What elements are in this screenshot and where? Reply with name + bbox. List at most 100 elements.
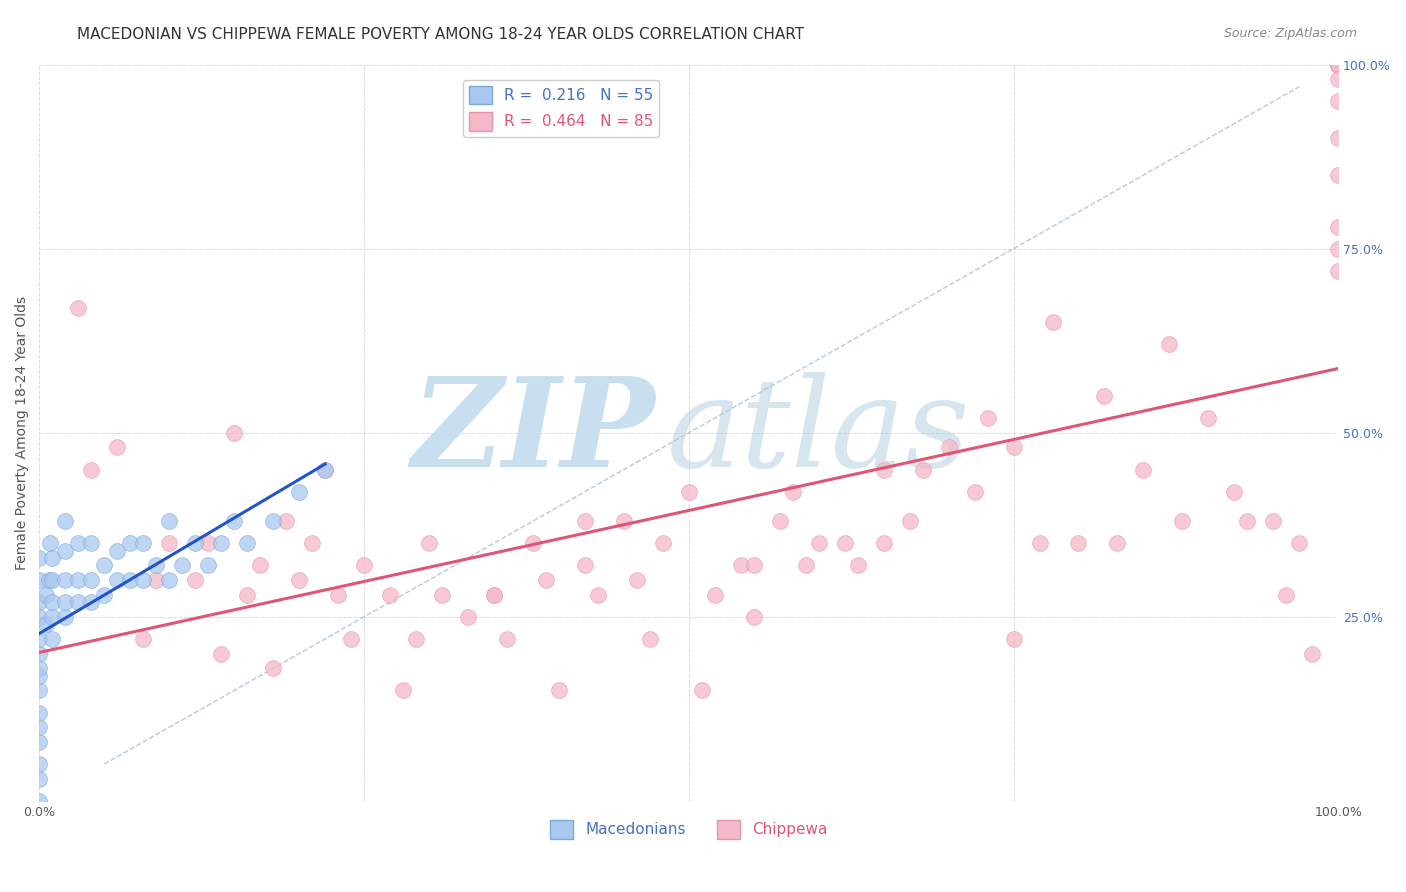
Point bbox=[963, 484, 986, 499]
Point bbox=[197, 558, 219, 573]
Point bbox=[38, 536, 60, 550]
Point bbox=[120, 573, 142, 587]
Point bbox=[314, 462, 336, 476]
Point bbox=[1067, 536, 1090, 550]
Point bbox=[262, 661, 284, 675]
Point bbox=[690, 683, 713, 698]
Point bbox=[1002, 441, 1025, 455]
Point bbox=[38, 573, 60, 587]
Point bbox=[28, 794, 51, 808]
Point bbox=[67, 595, 90, 609]
Point bbox=[1327, 57, 1350, 71]
Point bbox=[105, 441, 128, 455]
Point bbox=[28, 683, 51, 698]
Point bbox=[678, 484, 700, 499]
Point bbox=[157, 536, 180, 550]
Point bbox=[392, 683, 415, 698]
Point bbox=[534, 573, 557, 587]
Point bbox=[132, 632, 155, 646]
Point bbox=[67, 536, 90, 550]
Point bbox=[80, 595, 103, 609]
Point bbox=[651, 536, 673, 550]
Point bbox=[28, 632, 51, 646]
Point bbox=[184, 573, 207, 587]
Point bbox=[145, 558, 167, 573]
Point bbox=[782, 484, 804, 499]
Point bbox=[132, 536, 155, 550]
Point bbox=[353, 558, 375, 573]
Point bbox=[224, 425, 246, 440]
Point bbox=[67, 573, 90, 587]
Point bbox=[28, 706, 51, 720]
Point bbox=[742, 558, 765, 573]
Point bbox=[794, 558, 817, 573]
Point bbox=[1223, 484, 1246, 499]
Point bbox=[28, 669, 51, 683]
Point bbox=[638, 632, 661, 646]
Point bbox=[522, 536, 544, 550]
Y-axis label: Female Poverty Among 18-24 Year Olds: Female Poverty Among 18-24 Year Olds bbox=[15, 295, 30, 570]
Point bbox=[1028, 536, 1050, 550]
Point bbox=[209, 647, 232, 661]
Point bbox=[898, 514, 921, 528]
Point bbox=[55, 595, 77, 609]
Point bbox=[730, 558, 752, 573]
Point bbox=[80, 573, 103, 587]
Point bbox=[1159, 337, 1181, 351]
Point bbox=[28, 661, 51, 675]
Text: atlas: atlas bbox=[666, 372, 970, 493]
Point bbox=[184, 536, 207, 550]
Text: MACEDONIAN VS CHIPPEWA FEMALE POVERTY AMONG 18-24 YEAR OLDS CORRELATION CHART: MACEDONIAN VS CHIPPEWA FEMALE POVERTY AM… bbox=[77, 27, 804, 42]
Point bbox=[405, 632, 427, 646]
Point bbox=[120, 536, 142, 550]
Point bbox=[262, 514, 284, 528]
Point bbox=[742, 609, 765, 624]
Point bbox=[1275, 588, 1298, 602]
Point bbox=[1327, 242, 1350, 256]
Point bbox=[41, 573, 63, 587]
Point bbox=[938, 441, 960, 455]
Point bbox=[1288, 536, 1310, 550]
Point bbox=[288, 484, 311, 499]
Point bbox=[846, 558, 869, 573]
Point bbox=[93, 558, 115, 573]
Point bbox=[28, 647, 51, 661]
Point bbox=[41, 595, 63, 609]
Point bbox=[1327, 57, 1350, 71]
Point bbox=[301, 536, 323, 550]
Point bbox=[1236, 514, 1258, 528]
Point bbox=[28, 609, 51, 624]
Point bbox=[911, 462, 934, 476]
Point bbox=[574, 514, 596, 528]
Legend: Macedonians, Chippewa: Macedonians, Chippewa bbox=[544, 814, 834, 845]
Point bbox=[430, 588, 453, 602]
Text: ZIP: ZIP bbox=[411, 372, 655, 493]
Point bbox=[55, 514, 77, 528]
Point bbox=[1042, 315, 1064, 329]
Point bbox=[834, 536, 856, 550]
Point bbox=[548, 683, 571, 698]
Point bbox=[1301, 647, 1323, 661]
Point bbox=[93, 588, 115, 602]
Point bbox=[236, 588, 259, 602]
Point bbox=[496, 632, 519, 646]
Point bbox=[703, 588, 725, 602]
Point bbox=[574, 558, 596, 573]
Point bbox=[1197, 411, 1219, 425]
Point bbox=[626, 573, 648, 587]
Point bbox=[80, 462, 103, 476]
Point bbox=[613, 514, 636, 528]
Point bbox=[28, 772, 51, 786]
Point bbox=[28, 720, 51, 734]
Point bbox=[145, 573, 167, 587]
Point bbox=[55, 543, 77, 558]
Point bbox=[872, 462, 894, 476]
Point bbox=[236, 536, 259, 550]
Point bbox=[55, 573, 77, 587]
Point bbox=[1107, 536, 1129, 550]
Point bbox=[1171, 514, 1194, 528]
Point bbox=[482, 588, 505, 602]
Point bbox=[1327, 95, 1350, 109]
Point bbox=[586, 588, 609, 602]
Point bbox=[1327, 72, 1350, 87]
